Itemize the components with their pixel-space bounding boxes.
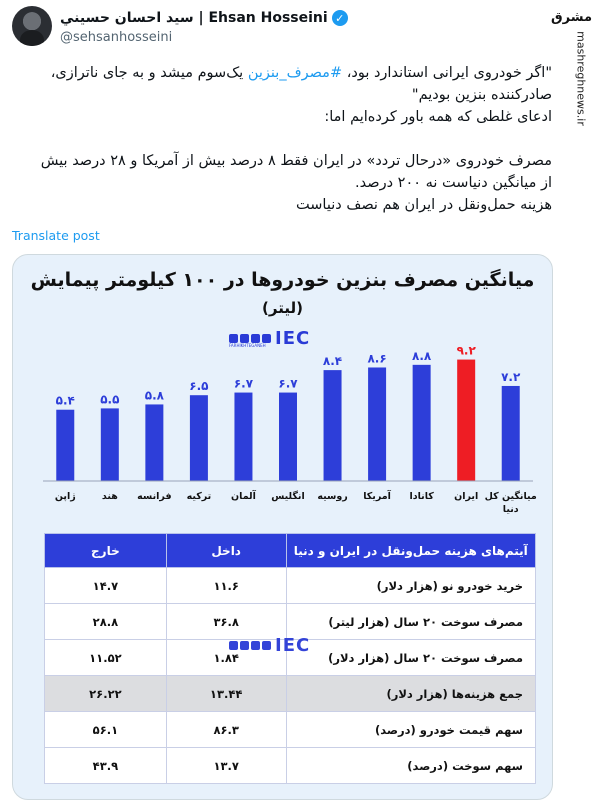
row-foreign: ۴۳.۹ [44, 747, 167, 784]
chart-unit: (لیتر) [262, 299, 303, 317]
row-item: خرید خودرو نو (هزار دلار) [285, 567, 537, 604]
bar-5 [279, 392, 297, 481]
row-item: سهم قیمت خودرو (درصد) [285, 711, 537, 748]
category-label-10: دنیا [503, 504, 519, 515]
row-domestic: ۸۶.۳ [165, 711, 287, 748]
tweet-line: هزینه حمل‌ونقل در ایران هم نصف دنیاست [296, 197, 552, 213]
bar-9 [457, 359, 476, 481]
table-row: مصرف سوخت ۲۰ سال (هزار دلار) ۱.۸۴ ۱۱.۵۲ [44, 639, 537, 676]
watermark-logo: مشرق [551, 10, 592, 25]
row-foreign: ۲۶.۲۲ [44, 675, 167, 712]
bar-7 [368, 367, 387, 481]
author-handle[interactable]: @sehsanhosseini [60, 30, 173, 45]
value-label-10: ۷.۲ [501, 370, 521, 384]
row-item: مصرف سوخت ۲۰ سال (هزار لیتر) [285, 603, 537, 640]
bar-1 [100, 408, 119, 481]
bar-8 [412, 364, 431, 481]
value-label-4: ۶.۷ [234, 377, 254, 391]
category-label-4: آلمان [231, 489, 257, 502]
author-name-row[interactable]: سيد احسان حسيني | Ehsan Hosseini ✓ [60, 8, 348, 28]
category-label-10: میانگین کل [485, 490, 537, 502]
category-label-0: ژاپن [55, 491, 76, 502]
category-label-8: کانادا [409, 491, 434, 502]
value-label-9: ۹.۲ [457, 345, 477, 358]
table-watermark-logo: IEC [229, 635, 310, 656]
category-label-7: آمریکا [363, 489, 391, 502]
header-item: آیتم‌های هزینه حمل‌ونقل در ایران و دنیا [285, 533, 537, 568]
row-domestic: ۳۶.۸ [165, 603, 287, 640]
translate-post-link[interactable]: Translate post [12, 228, 100, 243]
watermark-text: mashreghnews.ir [574, 31, 588, 126]
chart-title: میانگین مصرف بنزین خودروها در ۱۰۰ کیلومت… [30, 269, 535, 291]
table-row: خرید خودرو نو (هزار دلار) ۱۱.۶ ۱۴.۷ [44, 567, 537, 604]
value-label-5: ۶.۷ [278, 377, 298, 391]
value-label-6: ۸.۴ [323, 354, 342, 368]
bar-3 [189, 395, 208, 481]
publisher-logo: IEC FARHIKHTEGANEH [229, 327, 310, 349]
bar-chart: ۵.۴ ژاپن ۵.۵ هند ۵.۸ فرانسه ۶.۵ ترکیه ۶.۷ آلمان ۶.… [43, 345, 537, 515]
social-icons [229, 333, 271, 343]
verified-badge-icon: ✓ [331, 10, 348, 26]
bar-4 [234, 392, 253, 481]
table-row-total: جمع هزینه‌ها (هزار دلار) ۱۳.۴۴ ۲۶.۲۲ [44, 675, 537, 712]
tweet-text: "اگر خودروی ایرانی استاندارد بود، #مصرف_… [12, 62, 552, 216]
value-label-1: ۵.۵ [100, 392, 119, 406]
logo-word: IEC [275, 327, 311, 349]
category-label-9: ایران [454, 491, 478, 502]
row-item: سهم سوخت (درصد) [285, 747, 537, 784]
table-row: مصرف سوخت ۲۰ سال (هزار لیتر) ۳۶.۸ ۲۸.۸ [44, 603, 537, 640]
display-name[interactable]: سيد احسان حسيني | Ehsan Hosseini [60, 10, 328, 26]
row-foreign: ۱۱.۵۲ [44, 639, 167, 676]
tweet-line: از میانگین دنیاست نه ۲۰۰ درصد. [355, 175, 552, 191]
infographic-image[interactable]: میانگین مصرف بنزین خودروها در ۱۰۰ کیلومت… [12, 254, 553, 800]
row-foreign: ۲۸.۸ [44, 603, 167, 640]
category-label-3: ترکیه [187, 491, 212, 502]
row-foreign: ۱۴.۷ [44, 567, 167, 604]
bar-2 [145, 404, 164, 481]
value-label-7: ۸.۶ [367, 351, 386, 365]
category-label-1: هند [102, 491, 118, 502]
row-item: جمع هزینه‌ها (هزار دلار) [285, 675, 537, 712]
bar-10 [501, 385, 520, 481]
row-domestic: ۱۱.۶ [165, 567, 287, 604]
value-label-2: ۵.۸ [145, 388, 165, 402]
hashtag-link[interactable]: #مصرف_بنزین [247, 65, 343, 81]
table-row: سهم سوخت (درصد) ۱۳.۷ ۴۳.۹ [44, 747, 537, 784]
category-label-2: فرانسه [137, 491, 171, 502]
tweet-line: "اگر خودروی ایرانی استاندارد بود، #مصرف_… [50, 65, 552, 81]
row-foreign: ۵۶.۱ [44, 711, 167, 748]
avatar[interactable] [12, 6, 52, 46]
header-foreign: خارج [44, 533, 167, 568]
row-domestic: ۱.۸۴ [165, 639, 287, 676]
row-domestic: ۱۳.۴۴ [165, 675, 287, 712]
category-label-5: انگلیس [271, 490, 305, 502]
row-domestic: ۱۳.۷ [165, 747, 287, 784]
watermark: مشرق mashreghnews.ir [551, 6, 596, 126]
logo-subtext: FARHIKHTEGANEH [229, 343, 266, 348]
tweet-line: ادعای غلطی که همه باور کرده‌ایم اما: [324, 109, 552, 125]
bar-6 [323, 370, 342, 481]
cost-table: آیتم‌های هزینه حمل‌ونقل در ایران و دنیا … [44, 533, 537, 784]
value-label-0: ۵.۴ [56, 394, 75, 408]
row-item: مصرف سوخت ۲۰ سال (هزار دلار) [285, 639, 537, 676]
table-row: سهم قیمت خودرو (درصد) ۸۶.۳ ۵۶.۱ [44, 711, 537, 748]
value-label-3: ۶.۵ [189, 379, 208, 393]
table-header-row: آیتم‌های هزینه حمل‌ونقل در ایران و دنیا … [44, 533, 537, 568]
header-domestic: داخل [165, 533, 287, 568]
bar-0 [56, 409, 75, 481]
tweet-line: صادرکننده بنزین بودیم" [411, 87, 552, 103]
category-label-6: روسیه [317, 491, 347, 502]
value-label-8: ۸.۸ [412, 349, 432, 363]
tweet-line: مصرف خودروی «درحال تردد» در ایران فقط ۸ … [40, 153, 552, 169]
